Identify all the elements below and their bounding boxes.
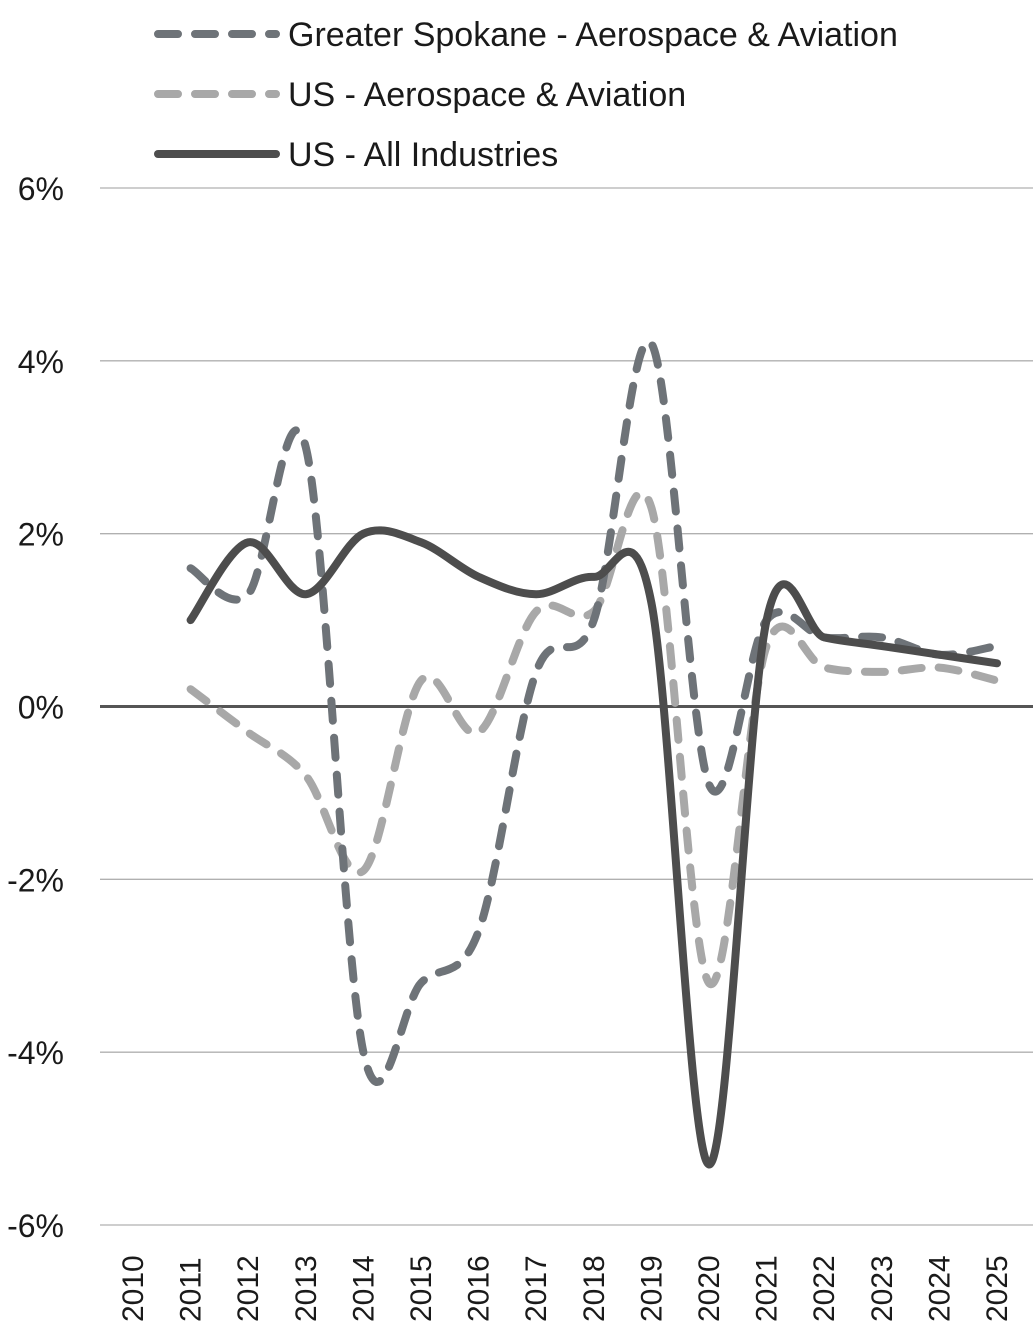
y-tick-label: -6% — [7, 1208, 64, 1244]
x-tick-label: 2018 — [578, 1255, 611, 1322]
gridlines — [100, 187, 1033, 1226]
y-tick-label: -2% — [7, 862, 64, 898]
legend-label-spokane-aerospace: Greater Spokane - Aerospace & Aviation — [288, 16, 898, 54]
x-tick-label: 2020 — [693, 1255, 726, 1322]
x-tick-label: 2022 — [808, 1255, 841, 1322]
series-line-us-aerospace — [186, 488, 1001, 989]
x-tick-label: 2016 — [463, 1255, 496, 1322]
series-line-us-all-industries — [186, 526, 1001, 1169]
y-tick-label: 2% — [18, 517, 64, 553]
x-tick-label: 2024 — [923, 1255, 956, 1322]
x-tick-label: 2025 — [981, 1255, 1014, 1322]
legend: Greater Spokane - Aerospace & Aviation US… — [154, 16, 898, 174]
x-tick-label: 2021 — [751, 1255, 784, 1322]
x-tick-label: 2023 — [866, 1255, 899, 1322]
y-tick-label: -4% — [7, 1035, 64, 1071]
x-tick-label: 2010 — [117, 1255, 150, 1322]
x-tick-label: 2013 — [290, 1255, 323, 1322]
legend-label-us-all-industries: US - All Industries — [288, 136, 558, 174]
y-tick-label: 6% — [18, 171, 64, 207]
x-tick-label: 2019 — [635, 1255, 668, 1322]
series-line-spokane-aerospace — [186, 337, 1001, 1086]
y-tick-label: 0% — [18, 690, 64, 726]
y-axis-tick-labels: 6% 4% 2% 0% -2% -4% -6% — [7, 171, 64, 1244]
series-lines — [186, 337, 1001, 1169]
x-tick-label: 2012 — [232, 1255, 265, 1322]
y-tick-label: 4% — [18, 344, 64, 380]
x-tick-label: 2015 — [405, 1255, 438, 1322]
x-tick-label: 2011 — [175, 1257, 208, 1322]
x-tick-label: 2014 — [347, 1255, 380, 1322]
x-tick-label: 2017 — [520, 1255, 553, 1322]
x-axis-tick-labels: 2010 2011 2012 2013 2014 2015 2016 2017 2018 2019… — [117, 1255, 1014, 1322]
legend-label-us-aerospace: US - Aerospace & Aviation — [288, 76, 686, 114]
